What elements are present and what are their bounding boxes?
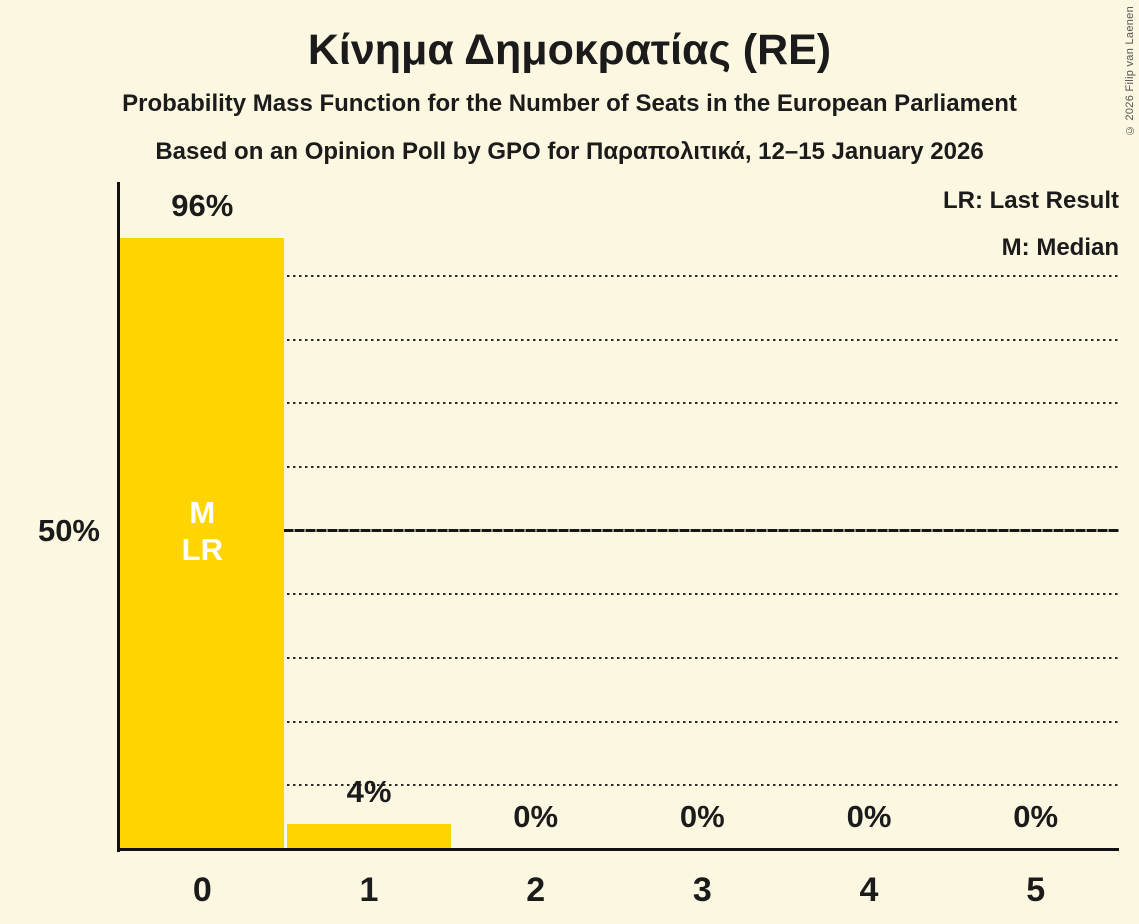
bar-value-label: 0% <box>679 799 725 834</box>
x-tick-label: 1 <box>359 871 379 909</box>
x-tick-label: 3 <box>692 871 712 909</box>
gridline <box>119 657 1119 660</box>
bar-value-label: 96% <box>171 187 234 223</box>
legend: LR: Last Result M: Median <box>943 186 1119 280</box>
gridline <box>119 402 1119 405</box>
legend-last-result: LR: Last Result <box>942 187 1119 214</box>
bar-value-label: 0% <box>513 799 559 834</box>
y-axis-line <box>117 182 120 852</box>
gridline <box>119 593 1119 596</box>
x-tick-label: 5 <box>1026 871 1046 909</box>
bar-value-label: 4% <box>346 773 392 809</box>
gridline <box>119 338 1119 341</box>
x-tick-label: 0 <box>192 871 212 909</box>
gridline <box>119 466 1119 469</box>
gridline <box>119 784 1119 787</box>
median-last-result-marker: M LR <box>181 495 223 567</box>
gridline-50pct <box>119 529 1119 533</box>
y-axis-label-50: 50% <box>37 513 100 548</box>
bar-seats-1 <box>287 823 451 849</box>
bar-value-label: 0% <box>846 799 892 834</box>
legend-median: M: Median <box>1001 234 1119 261</box>
subtitle-pmf: Probability Mass Function for the Number… <box>122 90 1017 117</box>
x-axis-line <box>117 848 1119 851</box>
x-tick-label: 2 <box>526 871 546 909</box>
bar-seats-0 <box>120 237 285 849</box>
gridline <box>119 720 1119 723</box>
page-title: Κίνημα Δημοκρατίας (RE) <box>307 26 832 74</box>
subtitle-poll: Based on an Opinion Poll by GPO for Παρα… <box>155 138 984 165</box>
bar-value-label: 0% <box>1013 799 1059 834</box>
gridline <box>119 275 1119 278</box>
x-tick-label: 4 <box>859 871 879 909</box>
